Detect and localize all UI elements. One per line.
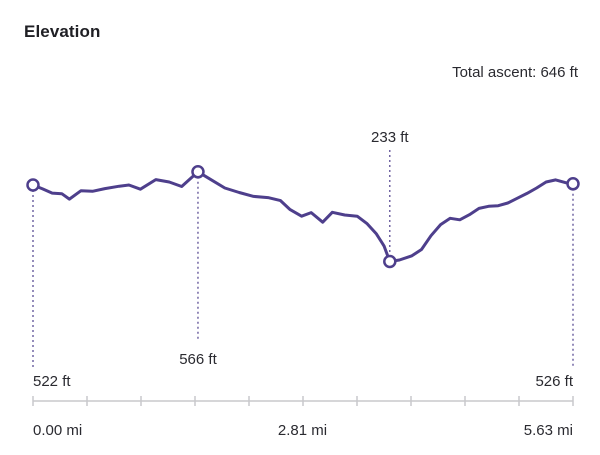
marker-label: 526 ft [535,373,573,390]
elevation-line [31,170,575,263]
elevation-markers [26,165,580,269]
elevation-marker [26,178,40,192]
marker-label: 522 ft [33,373,71,390]
elevation-marker [191,165,205,179]
x-tick-label: 0.00 mi [33,422,82,439]
elevation-heading: Elevation [24,22,101,41]
x-tick-label: 5.63 mi [524,422,573,439]
elevation-line-group [31,170,575,263]
total-ascent-value: 646 ft [540,64,578,81]
x-tick-label: 2.81 mi [278,422,327,439]
marker-label: 566 ft [179,351,217,368]
distance-axis: 0.00 mi 2.81 mi 5.63 mi [32,396,574,439]
chart-labels: 522 ft 566 ft 233 ft 526 ft [33,129,574,390]
marker-guides [32,150,574,368]
elevation-marker [566,177,580,191]
marker-label: 233 ft [371,129,409,146]
total-ascent-label: Total ascent: [452,64,537,81]
total-ascent: Total ascent: 646 ft [452,64,578,81]
elevation-marker [383,254,397,269]
